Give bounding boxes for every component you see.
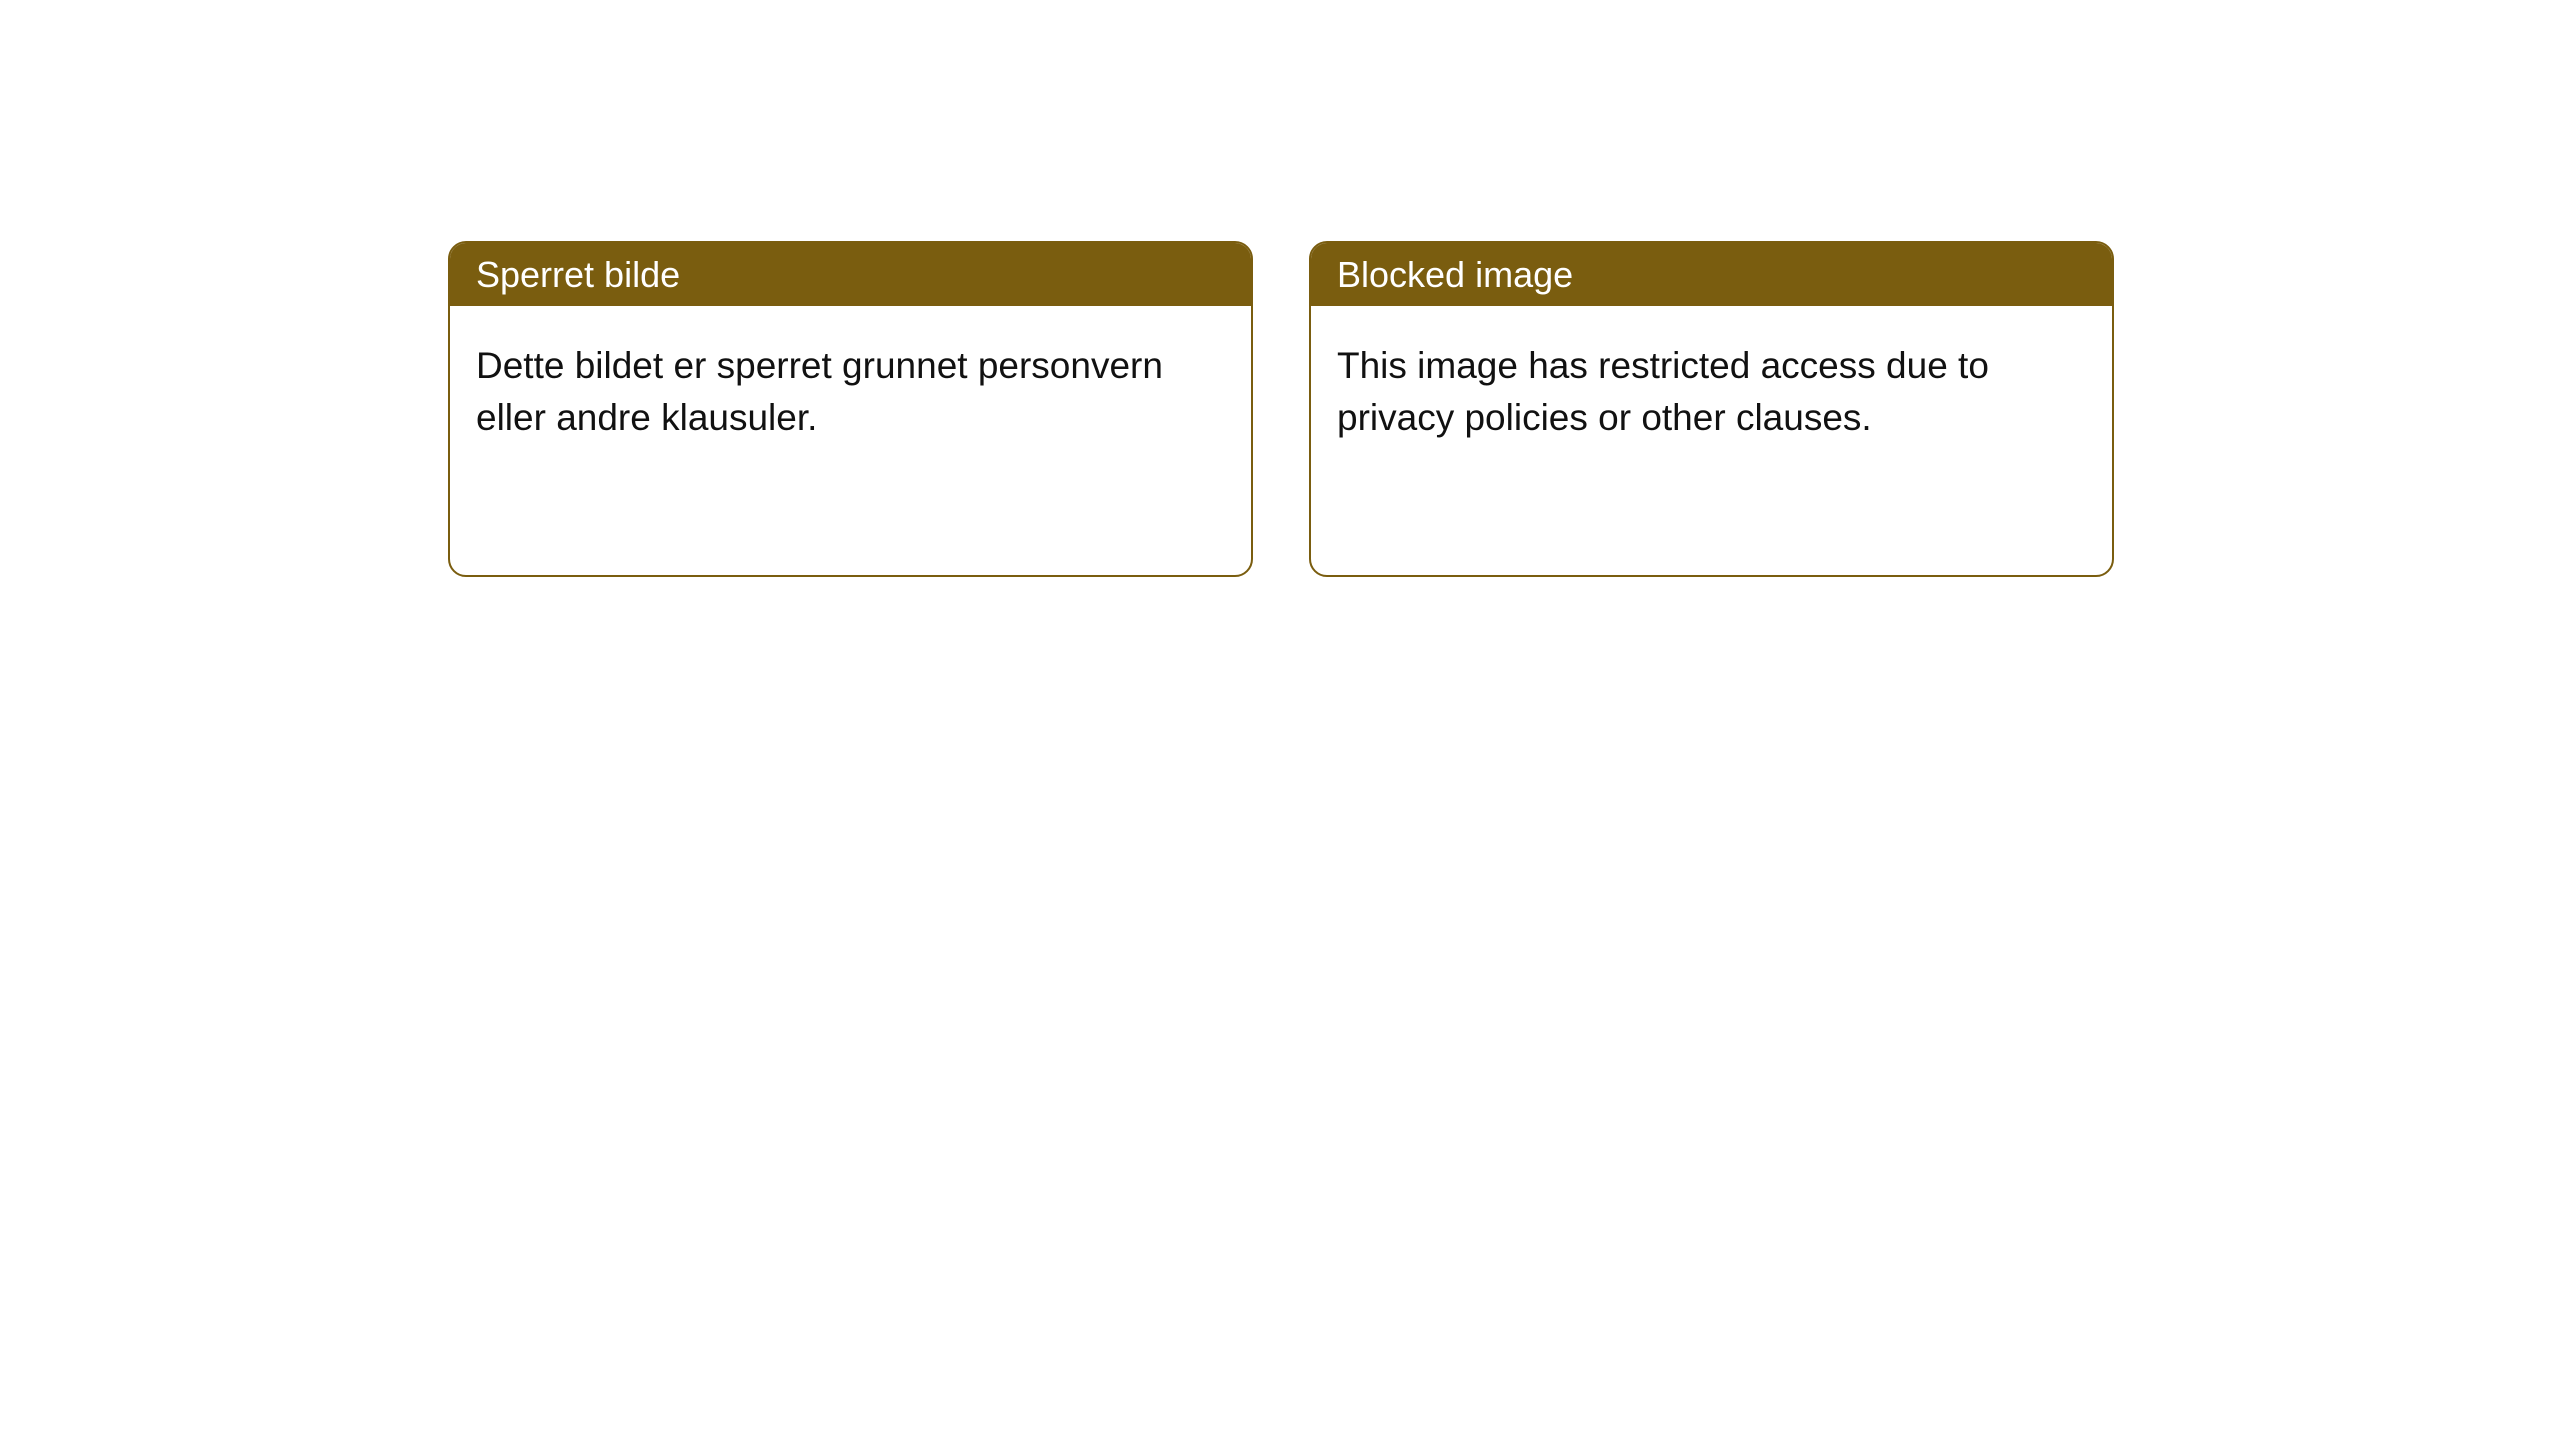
notice-card-norwegian: Sperret bilde Dette bildet er sperret gr… bbox=[448, 241, 1253, 577]
notice-container: Sperret bilde Dette bildet er sperret gr… bbox=[448, 241, 2114, 577]
card-body-text: This image has restricted access due to … bbox=[1337, 345, 1989, 438]
card-title: Sperret bilde bbox=[476, 254, 680, 295]
notice-card-english: Blocked image This image has restricted … bbox=[1309, 241, 2114, 577]
card-header: Blocked image bbox=[1311, 243, 2112, 306]
card-title: Blocked image bbox=[1337, 254, 1573, 295]
card-body: This image has restricted access due to … bbox=[1311, 306, 2112, 478]
card-header: Sperret bilde bbox=[450, 243, 1251, 306]
card-body: Dette bildet er sperret grunnet personve… bbox=[450, 306, 1251, 478]
card-body-text: Dette bildet er sperret grunnet personve… bbox=[476, 345, 1163, 438]
